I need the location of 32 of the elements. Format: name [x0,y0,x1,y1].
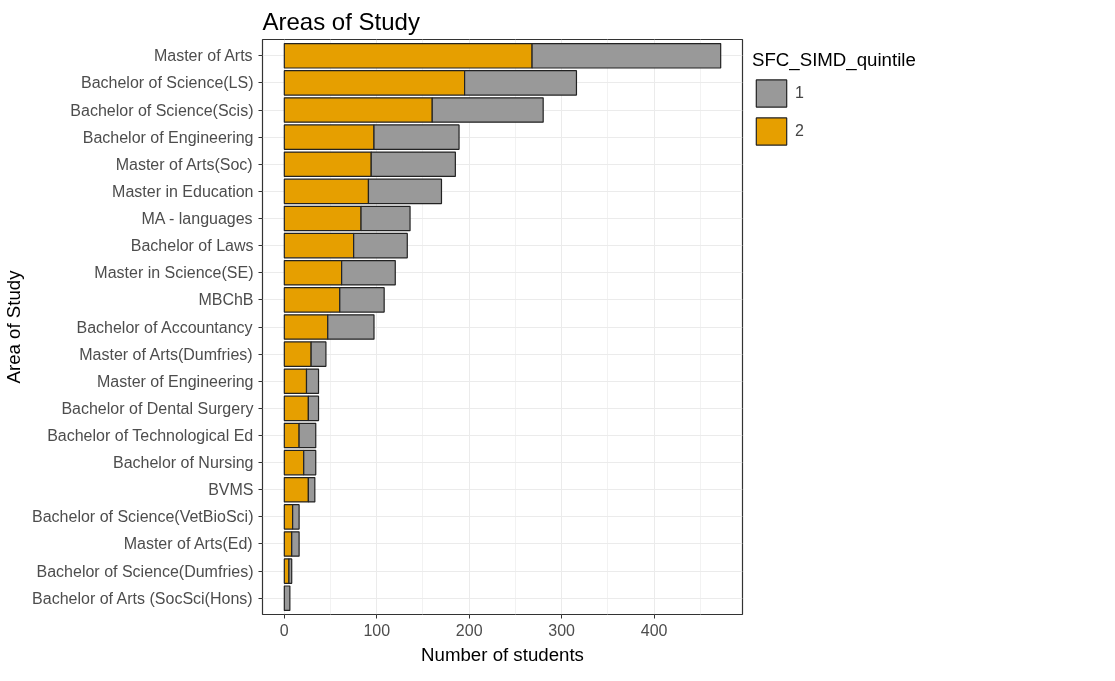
y-tick-label: Bachelor of Science(VetBioSci) [32,508,254,526]
y-tick-label: Bachelor of Engineering [82,128,254,146]
y-tick-label: Master of Arts [153,47,253,65]
y-tick-label: Bachelor of Nursing [112,454,254,472]
y-axis-title: Area of Study [3,269,25,384]
y-tick-label: Bachelor of Arts (SocSci(Hons) [32,589,253,607]
y-tick-label: MBChB [198,291,254,309]
x-tick-label: 400 [640,621,668,639]
y-tick-label: Bachelor of Science(Scis) [70,101,254,119]
y-tick-label: MA - languages [141,210,253,228]
y-tick-label: BVMS [208,481,254,499]
y-tick-label: Bachelor of Science(Dumfries) [36,562,254,580]
x-axis-title: Number of students [421,643,584,665]
y-tick-label: Master in Science(SE) [94,264,254,282]
chart-title: Areas of Study [262,7,420,35]
y-tick-label: Master of Arts(Dumfries) [79,345,253,363]
x-tick-label: 100 [363,621,391,639]
y-tick-label: Bachelor of Laws [130,237,254,255]
legend-title: SFC_SIMD_quintile [752,49,916,71]
y-tick-label: Bachelor of Dental Surgery [61,399,254,417]
y-tick-label: Master of Engineering [96,372,254,390]
x-tick-label: 200 [455,621,483,639]
legend-label: 2 [795,122,805,140]
y-tick-label: Master in Education [112,182,254,200]
y-tick-label: Bachelor of Technological Ed [47,426,254,444]
y-tick-label: Bachelor of Accountancy [76,318,253,336]
y-tick-label: Master of Arts(Soc) [115,155,253,173]
x-tick-label: 0 [279,621,289,639]
y-tick-label: Master of Arts(Ed) [123,535,253,553]
legend-label: 1 [795,84,805,102]
x-tick-label: 300 [548,621,576,639]
y-tick-label: Bachelor of Science(LS) [80,74,254,92]
